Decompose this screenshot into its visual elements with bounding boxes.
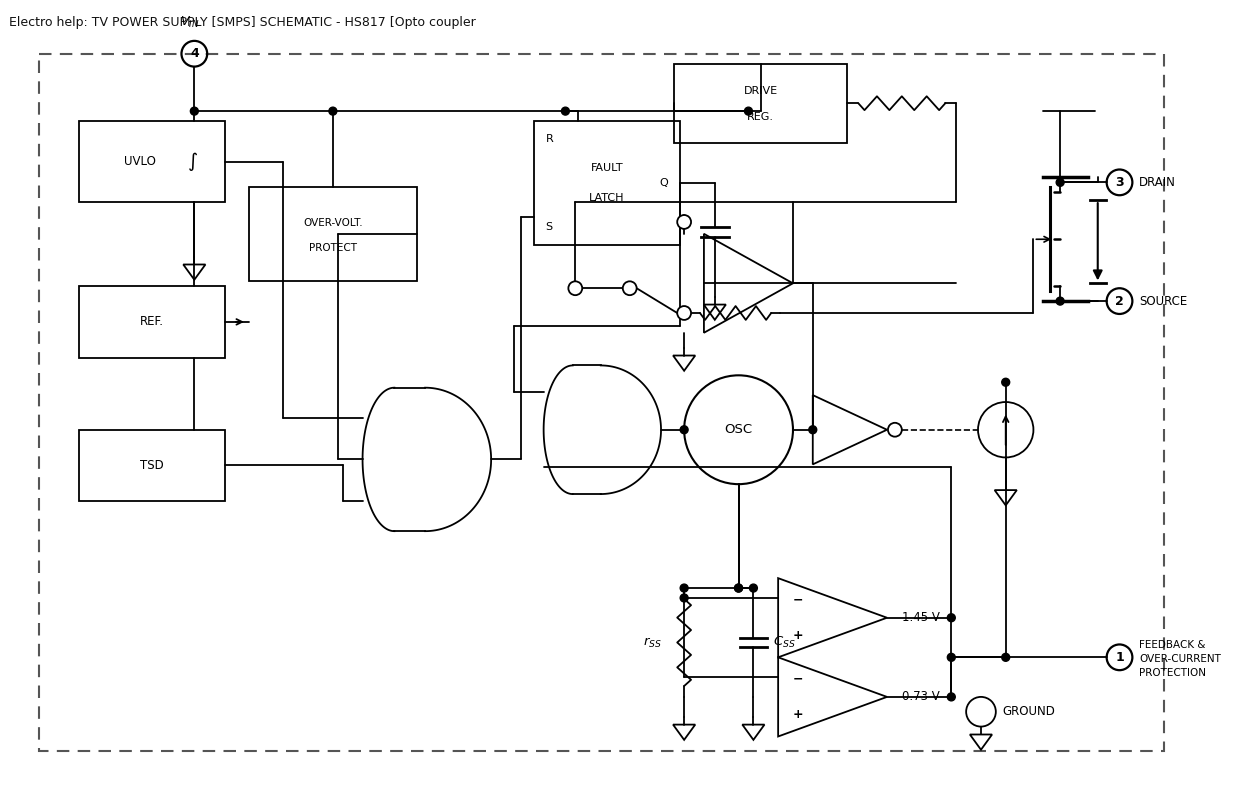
- Text: FEEDBACK &: FEEDBACK &: [1140, 641, 1206, 650]
- Circle shape: [750, 584, 757, 592]
- Text: 3: 3: [1115, 176, 1124, 189]
- Text: TSD: TSD: [140, 458, 164, 472]
- Circle shape: [1056, 178, 1064, 186]
- Text: 1: 1: [1115, 650, 1124, 664]
- Circle shape: [948, 614, 955, 622]
- Text: −: −: [793, 673, 803, 686]
- Text: PROTECT: PROTECT: [309, 244, 357, 254]
- Text: 2: 2: [1115, 295, 1124, 308]
- Text: +: +: [793, 708, 803, 721]
- Text: PROTECTION: PROTECTION: [1140, 668, 1207, 678]
- Text: LATCH: LATCH: [590, 193, 624, 202]
- Circle shape: [569, 281, 582, 295]
- Text: 4: 4: [190, 47, 198, 60]
- Text: FAULT: FAULT: [591, 163, 623, 173]
- Circle shape: [328, 107, 337, 115]
- Text: OVER-CURRENT: OVER-CURRENT: [1140, 654, 1222, 664]
- Text: ∫: ∫: [188, 152, 198, 171]
- Text: OVER-VOLT.: OVER-VOLT.: [304, 218, 363, 228]
- Text: REG.: REG.: [747, 113, 774, 122]
- Bar: [78, 430, 225, 501]
- Circle shape: [735, 584, 742, 592]
- Bar: [78, 286, 225, 357]
- Text: UVLO: UVLO: [124, 155, 156, 168]
- Circle shape: [948, 654, 955, 661]
- Bar: [534, 121, 680, 245]
- Circle shape: [561, 107, 570, 115]
- Circle shape: [678, 215, 691, 229]
- Text: R: R: [545, 134, 554, 144]
- Circle shape: [680, 584, 688, 592]
- Circle shape: [1002, 378, 1010, 386]
- Text: 0.73 V: 0.73 V: [902, 690, 939, 703]
- Text: $r_{SS}$: $r_{SS}$: [643, 635, 663, 650]
- Bar: [78, 121, 225, 202]
- Circle shape: [680, 594, 688, 602]
- Text: S: S: [545, 222, 553, 232]
- Text: OSC: OSC: [725, 424, 752, 437]
- Text: DRAIN: DRAIN: [1140, 176, 1176, 189]
- Bar: [674, 64, 847, 143]
- Circle shape: [948, 693, 955, 701]
- Circle shape: [1002, 654, 1010, 661]
- Bar: [249, 187, 418, 281]
- Text: SOURCE: SOURCE: [1140, 295, 1187, 308]
- Text: $C_{SS}$: $C_{SS}$: [773, 635, 795, 650]
- Bar: [38, 53, 1163, 752]
- Circle shape: [809, 426, 817, 433]
- Text: +: +: [793, 629, 803, 642]
- Text: DRIVE: DRIVE: [743, 87, 778, 96]
- Circle shape: [745, 107, 752, 115]
- Circle shape: [191, 107, 198, 115]
- Text: $V_{IN}$: $V_{IN}$: [180, 15, 199, 30]
- Text: −: −: [793, 594, 803, 607]
- Circle shape: [680, 426, 688, 433]
- Text: Q: Q: [659, 178, 668, 188]
- Circle shape: [735, 584, 742, 592]
- Text: 1.45 V: 1.45 V: [902, 612, 939, 625]
- Circle shape: [623, 281, 637, 295]
- Text: REF.: REF.: [140, 315, 164, 328]
- Circle shape: [888, 423, 902, 437]
- Circle shape: [678, 306, 691, 320]
- Circle shape: [1056, 297, 1064, 305]
- Text: Electro help: TV POWER SUPPLY [SMPS] SCHEMATIC - HS817 [Opto coupler: Electro help: TV POWER SUPPLY [SMPS] SCH…: [10, 16, 476, 29]
- Text: GROUND: GROUND: [1002, 706, 1056, 718]
